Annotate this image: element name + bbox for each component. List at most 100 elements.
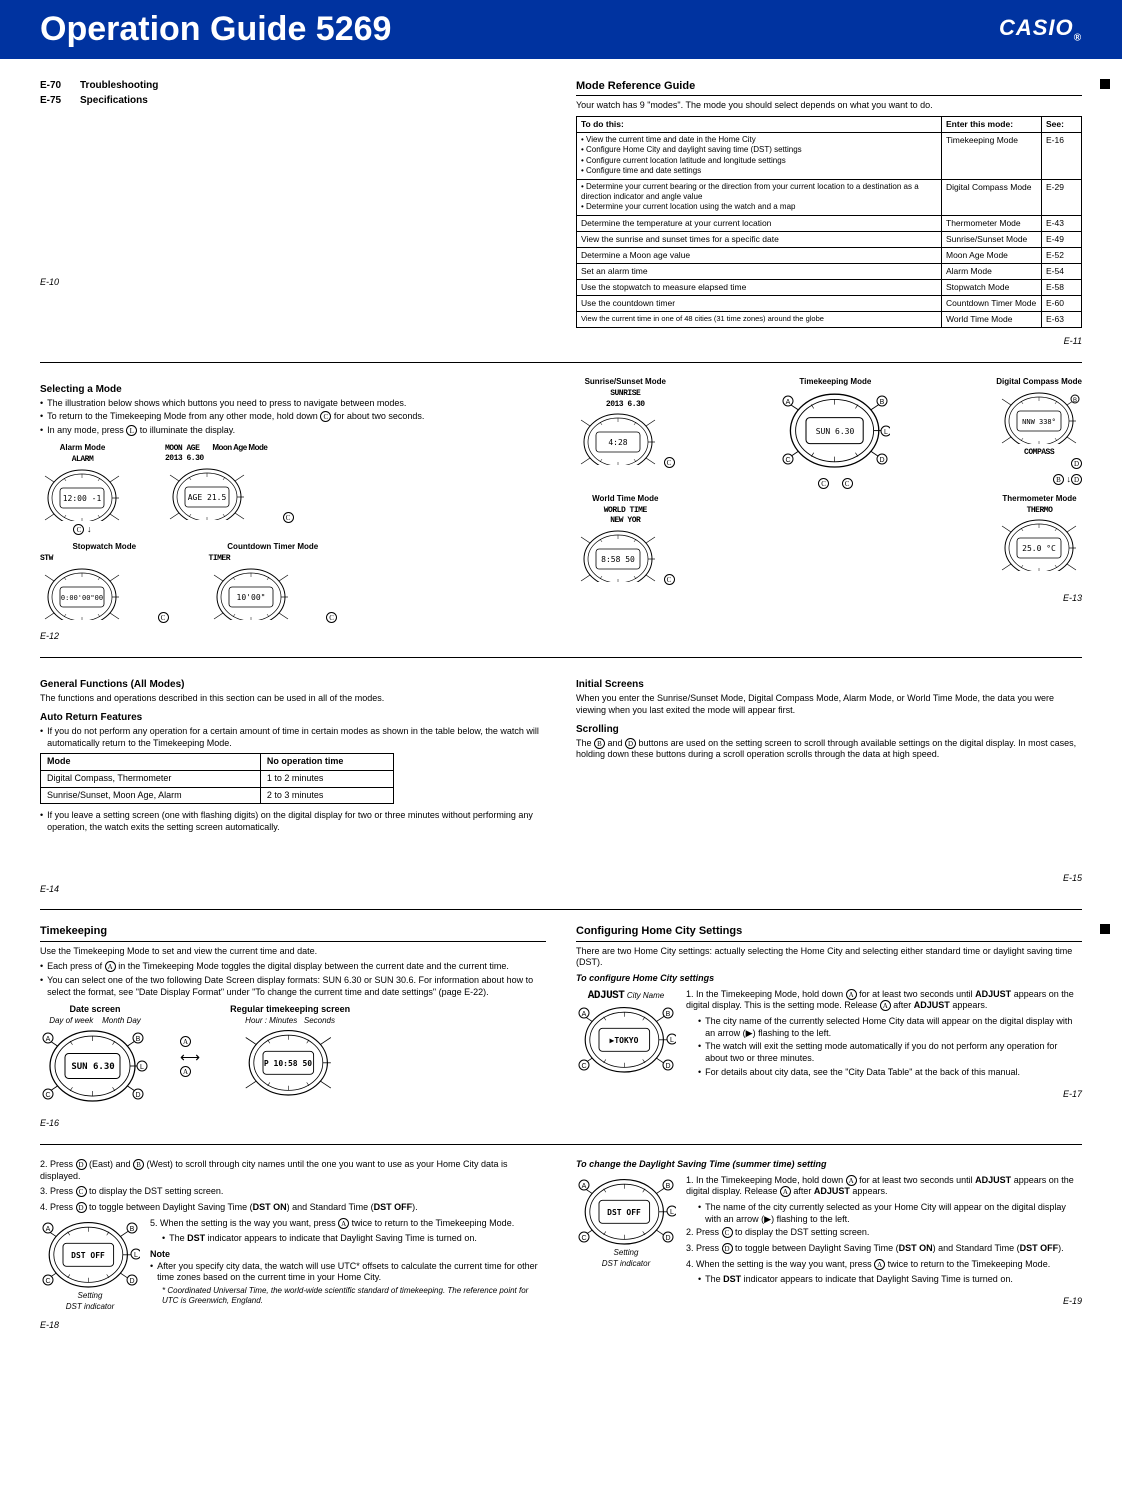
thermometer-mode-diagram: Thermometer Mode THERMO 25.0 °C [997, 494, 1082, 586]
svg-text:SUN 6.30: SUN 6.30 [71, 1062, 114, 1072]
svg-text:L: L [884, 429, 888, 436]
button-a-icon: A [105, 961, 116, 972]
table-row: Digital Compass, Thermometer1 to 2 minut… [41, 770, 394, 787]
regular-screen-diagram: Regular timekeeping screen Hour : Minute… [230, 1004, 350, 1100]
button-b-icon: B [594, 738, 605, 749]
header: Operation Guide 5269 CASIO® [0, 0, 1122, 59]
svg-text:L: L [140, 1064, 144, 1071]
svg-text:0:00'00"00: 0:00'00"00 [61, 594, 103, 602]
page-num: E-13 [576, 593, 1082, 605]
worldtime-mode-diagram: World Time Mode WORLD TIME NEW YOR 8:58 … [576, 494, 675, 586]
watch-icon: 4:28 [576, 410, 661, 465]
col-e18: 2. Press D (East) and B (West) to scroll… [40, 1159, 546, 1332]
page-num: E-18 [40, 1320, 546, 1332]
table-row: View the sunrise and sunset times for a … [577, 231, 1082, 247]
svg-text:C: C [786, 457, 791, 464]
mode-ref-intro: Your watch has 9 "modes". The mode you s… [576, 100, 1082, 112]
svg-text:SUN 6.30: SUN 6.30 [816, 427, 855, 436]
adjust-diagram: ADJUST City Name ▶TOKYO A B C D L [576, 989, 676, 1077]
svg-text:12:00 -1: 12:00 -1 [63, 494, 102, 503]
col-e12: Selecting a Mode The illustration below … [40, 377, 546, 643]
watch-icon: ▶TOKYO A B C D L [576, 1003, 676, 1073]
svg-text:A: A [46, 1036, 51, 1043]
svg-text:D: D [135, 1092, 140, 1099]
svg-text:10'00": 10'00" [236, 593, 265, 602]
svg-text:P 10:58 50: P 10:58 50 [264, 1059, 312, 1068]
moonage-mode-diagram: MOON AGE Moon Age Mode 2013 6.30 AGE 21.… [165, 443, 294, 536]
general-title: General Functions (All Modes) [40, 678, 546, 691]
scrolling-title: Scrolling [576, 723, 1082, 736]
col-e16: Timekeeping Use the Timekeeping Mode to … [40, 924, 546, 1130]
stopwatch-mode-diagram: Stopwatch Mode STW 0:00'00"00 C [40, 542, 169, 623]
table-row: Set an alarm timeAlarm ModeE-54 [577, 263, 1082, 279]
button-l-icon: L [126, 425, 137, 436]
table-row: • Determine your current bearing or the … [577, 179, 1082, 215]
svg-text:25.0 °C: 25.0 °C [1022, 544, 1056, 553]
svg-text:A: A [46, 1226, 51, 1233]
table-row: Determine the temperature at your curren… [577, 215, 1082, 231]
svg-text:8:58 50: 8:58 50 [601, 555, 635, 564]
svg-text:D: D [129, 1278, 134, 1285]
page-num: E-17 [576, 1089, 1082, 1101]
col-e10: E-70Troubleshooting E-75Specifications E… [40, 79, 546, 348]
timekeeping-title: Timekeeping [40, 924, 546, 941]
page-num: E-14 [40, 884, 546, 896]
watch-icon: 25.0 °C [997, 516, 1082, 571]
watch-icon: SUN 6.30 A B C D L [40, 1026, 150, 1106]
svg-text:B: B [880, 399, 885, 406]
sunrise-mode-diagram: Sunrise/Sunset Mode SUNRISE 2013 6.30 4:… [576, 377, 675, 490]
page-num: E-19 [576, 1296, 1082, 1308]
toc-row: E-70Troubleshooting [40, 79, 546, 92]
svg-text:C: C [581, 1063, 586, 1070]
svg-text:A: A [786, 399, 791, 406]
alarm-mode-diagram: Alarm Mode ALARM 12:00 -1 C ↓ [40, 443, 125, 536]
svg-text:L: L [134, 1252, 138, 1259]
table-row: Use the stopwatch to measure elapsed tim… [577, 279, 1082, 295]
compass-mode-diagram: Digital Compass Mode NNW 338° B COMPASS … [996, 377, 1082, 490]
watch-icon: NNW 338° B [997, 389, 1082, 444]
col-e19: To change the Daylight Saving Time (summ… [576, 1159, 1082, 1332]
config-home-title: Configuring Home City Settings [576, 924, 1082, 941]
selecting-title: Selecting a Mode [40, 383, 546, 396]
mode-ref-table: To do this:Enter this mode:See: • View t… [576, 116, 1082, 328]
svg-text:D: D [665, 1235, 670, 1242]
col-e14: General Functions (All Modes) The functi… [40, 672, 546, 895]
toggle-a-icon: A ⟷ A [180, 1036, 200, 1078]
svg-text:▶TOKYO: ▶TOKYO [610, 1036, 639, 1045]
watch-icon: AGE 21.5 [165, 465, 250, 520]
initial-title: Initial Screens [576, 678, 1082, 691]
svg-text:D: D [880, 457, 885, 464]
table-row: Determine a Moon age valueMoon Age ModeE… [577, 247, 1082, 263]
svg-text:D: D [665, 1063, 670, 1070]
svg-text:4:28: 4:28 [608, 438, 627, 447]
timekeeping-mode-diagram: Timekeeping Mode SUN 6.30 A B C D L C C [780, 377, 890, 490]
svg-text:DST OFF: DST OFF [607, 1208, 641, 1217]
button-c-icon: C [320, 411, 331, 422]
brand-logo: CASIO® [999, 15, 1082, 43]
svg-text:A: A [582, 1011, 587, 1018]
page-num: E-16 [40, 1118, 546, 1130]
doc-title: Operation Guide 5269 [40, 10, 391, 49]
page-num: E-11 [576, 336, 1082, 348]
svg-text:C: C [581, 1235, 586, 1242]
svg-text:DST OFF: DST OFF [71, 1251, 105, 1260]
svg-text:B: B [666, 1183, 671, 1190]
table-row: View the current time in one of 48 citie… [577, 312, 1082, 328]
svg-text:B: B [666, 1011, 671, 1018]
page-num: E-10 [40, 277, 546, 289]
svg-text:AGE 21.5: AGE 21.5 [188, 493, 227, 502]
page-num: E-15 [576, 873, 1082, 885]
svg-text:B: B [1073, 398, 1077, 404]
table-row: Sunrise/Sunset, Moon Age, Alarm2 to 3 mi… [41, 787, 394, 804]
countdown-mode-diagram: Countdown Timer Mode TIMER 10'00" C [209, 542, 338, 623]
col-e11: Mode Reference Guide Your watch has 9 "m… [576, 79, 1082, 348]
watch-icon: SUN 6.30 A B C D L [780, 389, 890, 474]
dst-diagram: DST OFF A B C D L Setting DST indicator [576, 1175, 676, 1269]
proc-title: To configure Home City settings [576, 973, 1082, 985]
date-screen-diagram: Date screen Day of week Month Day SUN 6.… [40, 1004, 150, 1110]
col-e13: Sunrise/Sunset Mode SUNRISE 2013 6.30 4:… [576, 377, 1082, 643]
table-row: Use the countdown timerCountdown Timer M… [577, 296, 1082, 312]
svg-text:L: L [670, 1209, 674, 1216]
dst-diagram: DST OFF A B C D L Setting DST indicator [40, 1218, 140, 1312]
watch-icon: DST OFF A B C D L [576, 1175, 676, 1245]
